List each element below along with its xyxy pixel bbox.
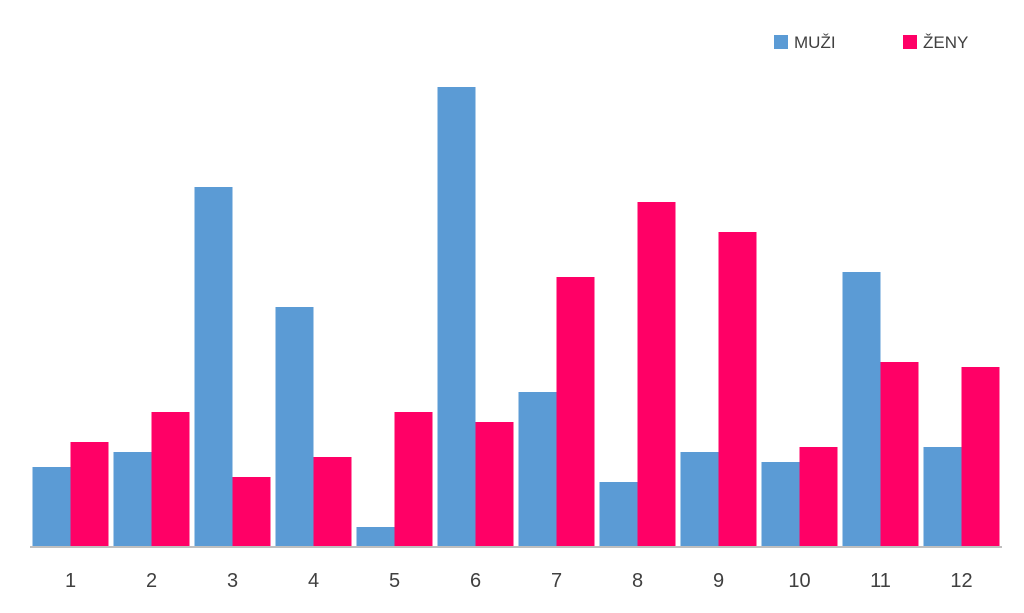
x-tick-label: 4: [308, 570, 319, 592]
bar-series2-6: [475, 422, 514, 547]
legend-label: MUŽI: [794, 33, 836, 52]
x-axis-tick-labels: 1 2 3 4 5 6 7 8 9 10 11 12: [65, 570, 973, 592]
bar-series1-8: [599, 482, 638, 547]
x-tick-label: 1: [65, 570, 76, 592]
x-tick-label: 3: [227, 570, 238, 592]
legend-label: ŽENY: [923, 33, 968, 52]
legend-swatch: [903, 35, 917, 49]
bars-group: [32, 87, 1000, 547]
bar-series1-11: [842, 272, 881, 547]
x-tick-label: 6: [470, 570, 481, 592]
x-tick-label: 11: [870, 570, 891, 592]
bar-series1-3: [194, 187, 233, 547]
bar-series1-4: [275, 307, 314, 547]
x-tick-label: 5: [389, 570, 400, 592]
bar-series1-9: [680, 452, 719, 547]
x-tick-label: 2: [146, 570, 157, 592]
bar-series1-6: [437, 87, 476, 547]
bar-series2-4: [313, 457, 352, 547]
bar-series1-5: [356, 527, 395, 547]
x-tick-label: 8: [632, 570, 643, 592]
bar-series2-10: [799, 447, 838, 547]
bar-series1-10: [761, 462, 800, 547]
bar-series2-7: [556, 277, 595, 547]
bar-series2-2: [151, 412, 190, 547]
bar-series2-3: [232, 477, 271, 547]
bar-series2-11: [880, 362, 919, 547]
x-tick-label: 7: [551, 570, 562, 592]
legend-swatch: [774, 35, 788, 49]
bar-series2-9: [718, 232, 757, 547]
x-tick-label: 10: [788, 570, 810, 592]
x-tick-label: 12: [950, 570, 972, 592]
bar-series2-1: [70, 442, 109, 547]
bar-series1-1: [32, 467, 71, 547]
bar-series1-2: [113, 452, 152, 547]
legend: MUŽI ŽENY: [774, 33, 968, 52]
bar-series1-12: [923, 447, 962, 547]
bar-series2-12: [961, 367, 1000, 547]
bar-series1-7: [518, 392, 557, 547]
bar-series2-5: [394, 412, 433, 547]
x-tick-label: 9: [713, 570, 724, 592]
bar-series2-8: [637, 202, 676, 547]
